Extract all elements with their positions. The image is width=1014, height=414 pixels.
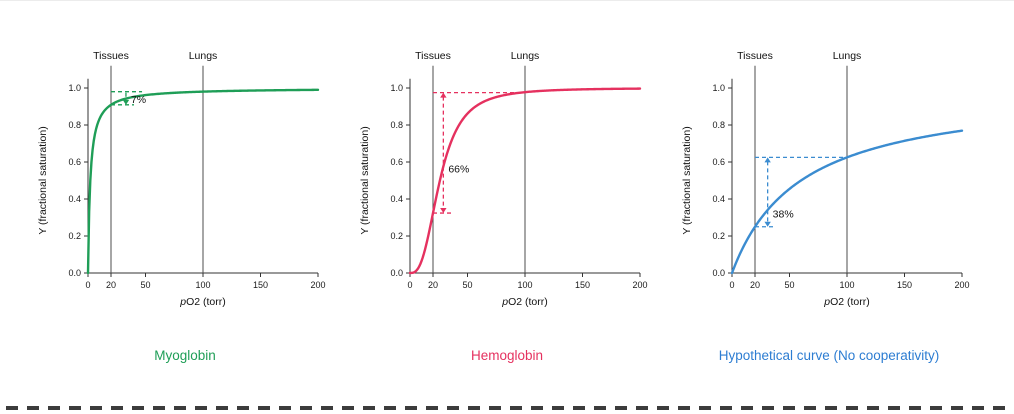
y-tick-label: 0.2 <box>390 231 403 241</box>
x-tick-label: 150 <box>575 280 590 290</box>
hemoglobin-percent-label: 66% <box>448 163 469 175</box>
y-axis-label: Y (fractional saturation) <box>359 126 371 234</box>
bottom-dashed-divider <box>6 406 1008 410</box>
arrowhead-down <box>440 208 447 214</box>
y-tick-label: 0.4 <box>68 194 81 204</box>
x-tick-label: 20 <box>106 280 116 290</box>
charts-row: 0.0 0.2 0.4 0.6 0.8 1.0 0 20 50 100 150 200 Y (fract… <box>24 28 990 363</box>
x-tick-label: 50 <box>140 280 150 290</box>
y-tick-label: 0.6 <box>68 157 81 167</box>
myoglobin-plot: 0.0 0.2 0.4 0.6 0.8 1.0 0 20 50 100 150 200 Y (fract… <box>37 50 326 308</box>
tissues-label: Tissues <box>415 50 451 62</box>
y-tick-label: 0.0 <box>712 268 725 278</box>
myoglobin-percent-label: 7% <box>131 94 146 106</box>
x-tick-label: 200 <box>954 280 969 290</box>
lungs-label: Lungs <box>511 50 540 62</box>
x-tick-label: 0 <box>85 280 90 290</box>
x-axis-label: pO2 (torr) <box>179 296 226 308</box>
x-tick-label: 200 <box>310 280 325 290</box>
x-tick-label: 0 <box>407 280 412 290</box>
hypothetical-title: Hypothetical curve (No cooperativity) <box>718 348 940 363</box>
top-border <box>0 0 1014 1</box>
y-tick-label: 0.2 <box>68 231 81 241</box>
y-tick-label: 0.4 <box>712 194 725 204</box>
x-tick-label: 20 <box>428 280 438 290</box>
tick-labels: 0.0 0.2 0.4 0.6 0.8 1.0 0 20 50 100 150 200 Y (fract… <box>37 83 326 290</box>
hypothetical-chart: 0.0 0.2 0.4 0.6 0.8 1.0 0 20 50 100 150 200 Y (fract… <box>668 28 990 363</box>
y-axis-label: Y (fractional saturation) <box>37 126 49 234</box>
x-axis-label: pO2 (torr) <box>823 296 870 308</box>
y-tick-label: 0.4 <box>390 194 403 204</box>
hemoglobin-plot: 0.0 0.2 0.4 0.6 0.8 1.0 0 20 50 100 150 200 Y (fract… <box>359 50 648 308</box>
y-axis-label: Y (fractional saturation) <box>681 126 693 234</box>
y-tick-label: 1.0 <box>712 83 725 93</box>
x-tick-label: 200 <box>632 280 647 290</box>
arrowhead-up <box>764 157 771 163</box>
myoglobin-annotation: 7% <box>111 91 146 106</box>
hemoglobin-curve <box>408 87 642 275</box>
lungs-label: Lungs <box>189 50 218 62</box>
y-tick-label: 0.8 <box>68 120 81 130</box>
lungs-label: Lungs <box>833 50 862 62</box>
ticks <box>406 87 641 277</box>
myoglobin-title: Myoglobin <box>154 348 216 363</box>
tick-labels: 0.0 0.2 0.4 0.6 0.8 1.0 0 20 50 100 150 200 Y (fract… <box>681 83 970 290</box>
y-tick-label: 0.6 <box>712 157 725 167</box>
x-axis-label: pO2 (torr) <box>501 296 548 308</box>
hypothetical-annotation: 38% <box>755 156 847 228</box>
x-tick-label: 150 <box>253 280 268 290</box>
y-tick-label: 0.8 <box>390 120 403 130</box>
arrowhead-up <box>440 92 447 98</box>
x-tick-label: 20 <box>750 280 760 290</box>
hypothetical-plot: 0.0 0.2 0.4 0.6 0.8 1.0 0 20 50 100 150 200 Y (fract… <box>681 50 970 308</box>
ticks <box>84 87 319 277</box>
x-tick-label: 0 <box>729 280 734 290</box>
tissues-label: Tissues <box>93 50 129 62</box>
y-tick-label: 0.0 <box>68 268 81 278</box>
y-tick-label: 0.6 <box>390 157 403 167</box>
ticks <box>728 87 963 277</box>
hemoglobin-annotation: 66% <box>433 91 522 214</box>
hypothetical-percent-label: 38% <box>773 209 794 221</box>
x-tick-label: 100 <box>839 280 854 290</box>
y-tick-label: 0.8 <box>712 120 725 130</box>
x-tick-label: 150 <box>897 280 912 290</box>
tissues-label: Tissues <box>737 50 773 62</box>
hemoglobin-chart: 0.0 0.2 0.4 0.6 0.8 1.0 0 20 50 100 150 200 Y (fract… <box>346 28 668 363</box>
myoglobin-curve <box>86 88 320 275</box>
arrowhead-down <box>122 99 130 105</box>
y-tick-label: 1.0 <box>68 83 81 93</box>
x-tick-label: 50 <box>784 280 794 290</box>
x-tick-label: 50 <box>462 280 472 290</box>
myoglobin-chart: 0.0 0.2 0.4 0.6 0.8 1.0 0 20 50 100 150 200 Y (fract… <box>24 28 346 363</box>
hemoglobin-title: Hemoglobin <box>470 348 544 363</box>
arrowhead-down <box>764 221 771 227</box>
y-tick-label: 0.0 <box>390 268 403 278</box>
x-tick-label: 100 <box>517 280 532 290</box>
y-tick-label: 1.0 <box>390 83 403 93</box>
x-tick-label: 100 <box>195 280 210 290</box>
y-tick-label: 0.2 <box>712 231 725 241</box>
tick-labels: 0.0 0.2 0.4 0.6 0.8 1.0 0 20 50 100 150 200 Y (fract… <box>359 83 648 290</box>
